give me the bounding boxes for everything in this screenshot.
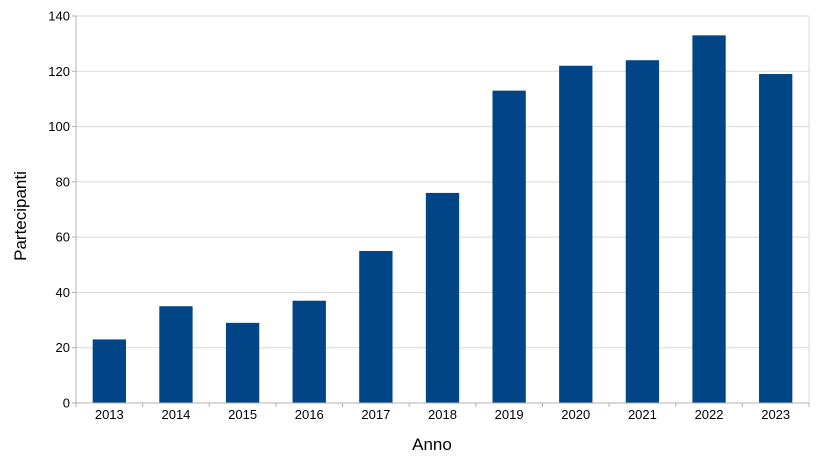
tick-labels: 0 20 40 60 80 100 120 140 2013 2014 2015 2016 2017 20… xyxy=(48,9,790,423)
bar-2022 xyxy=(692,35,726,403)
axes xyxy=(72,15,810,407)
y-tick-label: 80 xyxy=(56,174,70,189)
y-tick-label: 40 xyxy=(56,285,70,300)
bar-2020 xyxy=(559,65,593,403)
x-tick-label: 2014 xyxy=(161,407,190,422)
bar-2021 xyxy=(625,60,660,403)
x-tick-label: 2019 xyxy=(495,407,524,422)
x-axis-title: Anno xyxy=(412,435,452,454)
bars xyxy=(92,35,793,404)
y-tick-label: 140 xyxy=(48,9,70,24)
y-tick-label: 60 xyxy=(56,230,70,245)
y-tick-label: 0 xyxy=(63,396,70,411)
x-tick-label: 2013 xyxy=(95,407,124,422)
x-tick-label: 2023 xyxy=(761,407,790,422)
bar-2014 xyxy=(159,306,193,403)
x-tick-label: 2022 xyxy=(695,407,724,422)
bar-2015 xyxy=(225,322,260,403)
x-tick-label: 2020 xyxy=(561,407,590,422)
y-tick-label: 120 xyxy=(48,64,70,79)
bar-2018 xyxy=(425,192,460,403)
y-tick-label: 20 xyxy=(56,340,70,355)
bar-2013 xyxy=(92,339,126,403)
bar-2023 xyxy=(759,74,793,404)
x-tick-label: 2021 xyxy=(628,407,657,422)
x-tick-label: 2017 xyxy=(361,407,390,422)
bar-2017 xyxy=(359,250,393,403)
x-tick-label: 2015 xyxy=(228,407,257,422)
y-tick-label: 100 xyxy=(48,119,70,134)
bar-2019 xyxy=(492,90,526,403)
y-axis-title: Partecipanti xyxy=(11,171,30,261)
x-tick-label: 2016 xyxy=(295,407,324,422)
bar-2016 xyxy=(292,300,326,403)
x-tick-label: 2018 xyxy=(428,407,457,422)
